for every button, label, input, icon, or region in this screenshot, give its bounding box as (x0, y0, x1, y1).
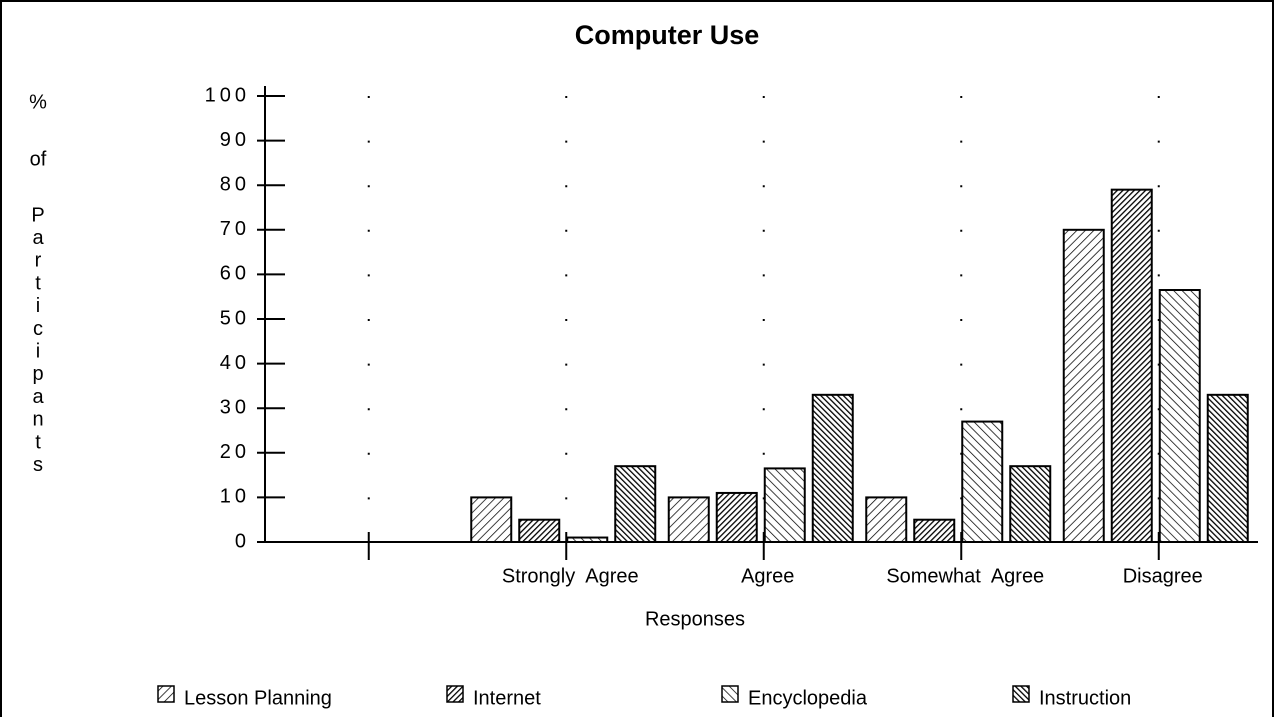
x-tick-label: Disagree (1123, 565, 1203, 587)
y-axis-label: P (31, 204, 44, 226)
legend-swatch (446, 685, 464, 703)
bar (763, 467, 806, 543)
bar (811, 393, 854, 543)
y-axis-label: of (30, 148, 47, 170)
y-axis-label: c (33, 318, 43, 340)
bar (518, 518, 561, 544)
y-axis-label: t (35, 431, 41, 453)
legend-swatch (1012, 685, 1030, 703)
y-tick-label: 80 (220, 173, 250, 195)
x-tick-label: Agree (741, 565, 794, 587)
y-axis-label: a (32, 227, 44, 249)
y-axis-label: p (32, 363, 43, 385)
bar (1110, 188, 1153, 543)
x-axis-label: Responses (645, 608, 745, 630)
chart-title: Computer Use (575, 20, 760, 50)
y-axis-label: % (29, 91, 47, 113)
legend-label: Instruction (1039, 687, 1131, 709)
bar (470, 496, 513, 543)
y-axis-label: t (35, 272, 41, 294)
y-tick-label: 100 (205, 84, 250, 106)
y-axis-label: a (32, 386, 44, 408)
y-tick-label: 90 (220, 129, 250, 151)
legend-label: Internet (473, 687, 541, 709)
bar (913, 518, 956, 544)
bar (566, 536, 609, 543)
y-tick-label: 30 (220, 396, 250, 418)
y-axis-label: s (33, 454, 43, 476)
bar (1062, 228, 1105, 544)
legend-label: Lesson Planning (184, 687, 332, 709)
y-tick-label: 50 (220, 307, 250, 329)
bar (614, 465, 657, 543)
bar (1158, 289, 1201, 544)
x-tick-label: Somewhat Agree (886, 565, 1044, 587)
bar (715, 491, 758, 544)
legend-swatch (157, 685, 175, 703)
bar (1009, 465, 1052, 543)
y-tick-label: 60 (220, 263, 250, 285)
y-tick-label: 10 (220, 486, 250, 508)
y-axis-label: i (36, 295, 40, 317)
y-axis-label: r (35, 250, 42, 272)
y-tick-label: 20 (220, 441, 250, 463)
bar (961, 420, 1004, 543)
y-tick-label: 70 (220, 218, 250, 240)
y-tick-label: 40 (220, 352, 250, 374)
legend-swatch (721, 685, 739, 703)
bar (667, 496, 710, 543)
x-tick-label: Strongly Agree (502, 565, 639, 587)
legend-label: Encyclopedia (748, 687, 868, 709)
bar (865, 496, 908, 543)
bar (1206, 393, 1249, 543)
y-axis-label: i (36, 340, 40, 362)
y-tick-label: 0 (235, 530, 250, 552)
y-axis-label: n (32, 409, 43, 431)
